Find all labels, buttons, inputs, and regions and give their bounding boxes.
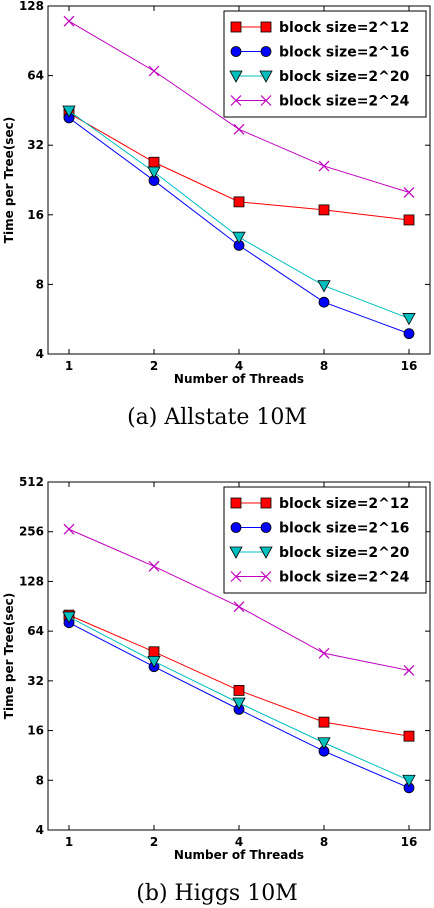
x-axis-label: Number of Threads — [174, 848, 304, 862]
data-point — [232, 231, 246, 245]
data-point — [318, 204, 330, 216]
legend-label: block size=2^20 — [279, 545, 410, 561]
y-tick-label: 8 — [36, 277, 44, 291]
series-line — [68, 614, 410, 737]
x-axis-label: Number of Threads — [174, 372, 304, 386]
data-point — [318, 160, 330, 172]
legend-marker — [230, 571, 242, 582]
legend-label: block size=2^24 — [279, 94, 410, 110]
legend-marker — [259, 70, 273, 83]
data-point — [233, 601, 245, 613]
y-tick-label: 4 — [36, 347, 44, 361]
series-layer — [62, 523, 416, 794]
legend-marker — [260, 571, 272, 582]
legend-box — [223, 10, 427, 118]
legend-label: block size=2^24 — [279, 570, 410, 586]
y-tick-label: 64 — [27, 69, 44, 83]
x-tick-label: 8 — [320, 359, 328, 373]
legend-label: block size=2^12 — [279, 20, 409, 36]
legend-marker — [230, 497, 242, 509]
legend-label: block size=2^16 — [279, 521, 409, 537]
x-axis-ticks: 1 2 4 8 16 — [65, 482, 418, 849]
data-point — [318, 296, 330, 308]
x-tick-label: 2 — [150, 359, 158, 373]
legend-marker — [229, 546, 243, 559]
legend-marker — [230, 522, 242, 533]
legend-marker — [260, 497, 272, 509]
legend-marker — [260, 95, 272, 106]
data-point — [63, 523, 75, 535]
y-tick-label: 64 — [27, 624, 44, 638]
legend-label: block size=2^12 — [279, 496, 409, 512]
data-point — [232, 697, 246, 710]
legend-marker — [259, 546, 273, 559]
data-point — [148, 156, 160, 168]
y-tick-label: 16 — [27, 208, 44, 222]
legend-marker — [260, 21, 272, 33]
data-point — [402, 774, 416, 788]
x-tick-label: 4 — [235, 835, 243, 849]
x-axis-ticks: 1 2 4 8 16 — [65, 6, 418, 373]
y-axis-label: Time per Tree(sec) — [2, 117, 16, 243]
data-point — [148, 560, 160, 572]
series-layer — [62, 15, 416, 340]
y-tick-label: 32 — [27, 674, 44, 688]
y-tick-label: 256 — [19, 525, 44, 539]
x-tick-label: 16 — [401, 835, 418, 849]
legend-label: block size=2^16 — [279, 45, 409, 61]
x-tick-label: 16 — [401, 359, 418, 373]
data-point — [233, 196, 245, 208]
data-point — [147, 166, 161, 179]
data-point — [403, 214, 415, 226]
y-tick-label: 128 — [19, 0, 44, 13]
x-tick-label: 1 — [65, 359, 73, 373]
legend-marker — [230, 21, 242, 33]
data-point — [403, 665, 415, 676]
legend-box — [223, 486, 427, 594]
data-point — [148, 646, 160, 658]
data-point — [317, 280, 331, 293]
y-tick-label: 32 — [27, 138, 44, 152]
legend-marker — [260, 46, 272, 57]
series-line — [68, 117, 410, 335]
y-tick-label: 8 — [36, 773, 44, 787]
data-point — [403, 730, 415, 742]
legend: block size=2^12 block size=2^16 block size… — [223, 486, 427, 594]
data-point — [318, 716, 330, 728]
chart-caption: (a) Allstate 10M — [127, 405, 307, 430]
data-point — [147, 655, 161, 669]
data-point — [62, 611, 76, 624]
y-tick-label: 16 — [27, 724, 44, 738]
x-tick-label: 2 — [150, 835, 158, 849]
legend-marker — [230, 46, 242, 57]
x-tick-label: 1 — [65, 835, 73, 849]
data-point — [63, 15, 75, 27]
y-tick-label: 4 — [36, 823, 44, 837]
y-tick-label: 512 — [19, 475, 44, 489]
data-point — [233, 123, 245, 135]
x-tick-label: 4 — [235, 359, 243, 373]
legend: block size=2^12 block size=2^16 block size… — [223, 10, 427, 118]
data-point — [62, 105, 76, 118]
legend-marker — [230, 95, 242, 106]
y-axis-ticks: 4 8 16 32 64 128 — [19, 0, 430, 361]
data-point — [148, 65, 160, 77]
y-tick-label: 128 — [19, 574, 44, 588]
data-point — [318, 647, 330, 659]
data-point — [402, 313, 416, 326]
legend-marker — [260, 522, 272, 533]
y-axis-label: Time per Tree(sec) — [2, 593, 16, 719]
data-point — [317, 737, 331, 750]
x-tick-label: 8 — [320, 835, 328, 849]
legend-label: block size=2^20 — [279, 69, 410, 85]
legend-marker — [229, 70, 243, 83]
data-point — [233, 685, 245, 696]
data-point — [403, 328, 415, 340]
data-point — [403, 186, 415, 198]
chart-caption: (b) Higgs 10M — [136, 881, 297, 906]
chart-panel-higgs: 4 8 16 32 64 128 256 512 1 2 4 8 16 block size=2^12… — [2, 475, 431, 906]
